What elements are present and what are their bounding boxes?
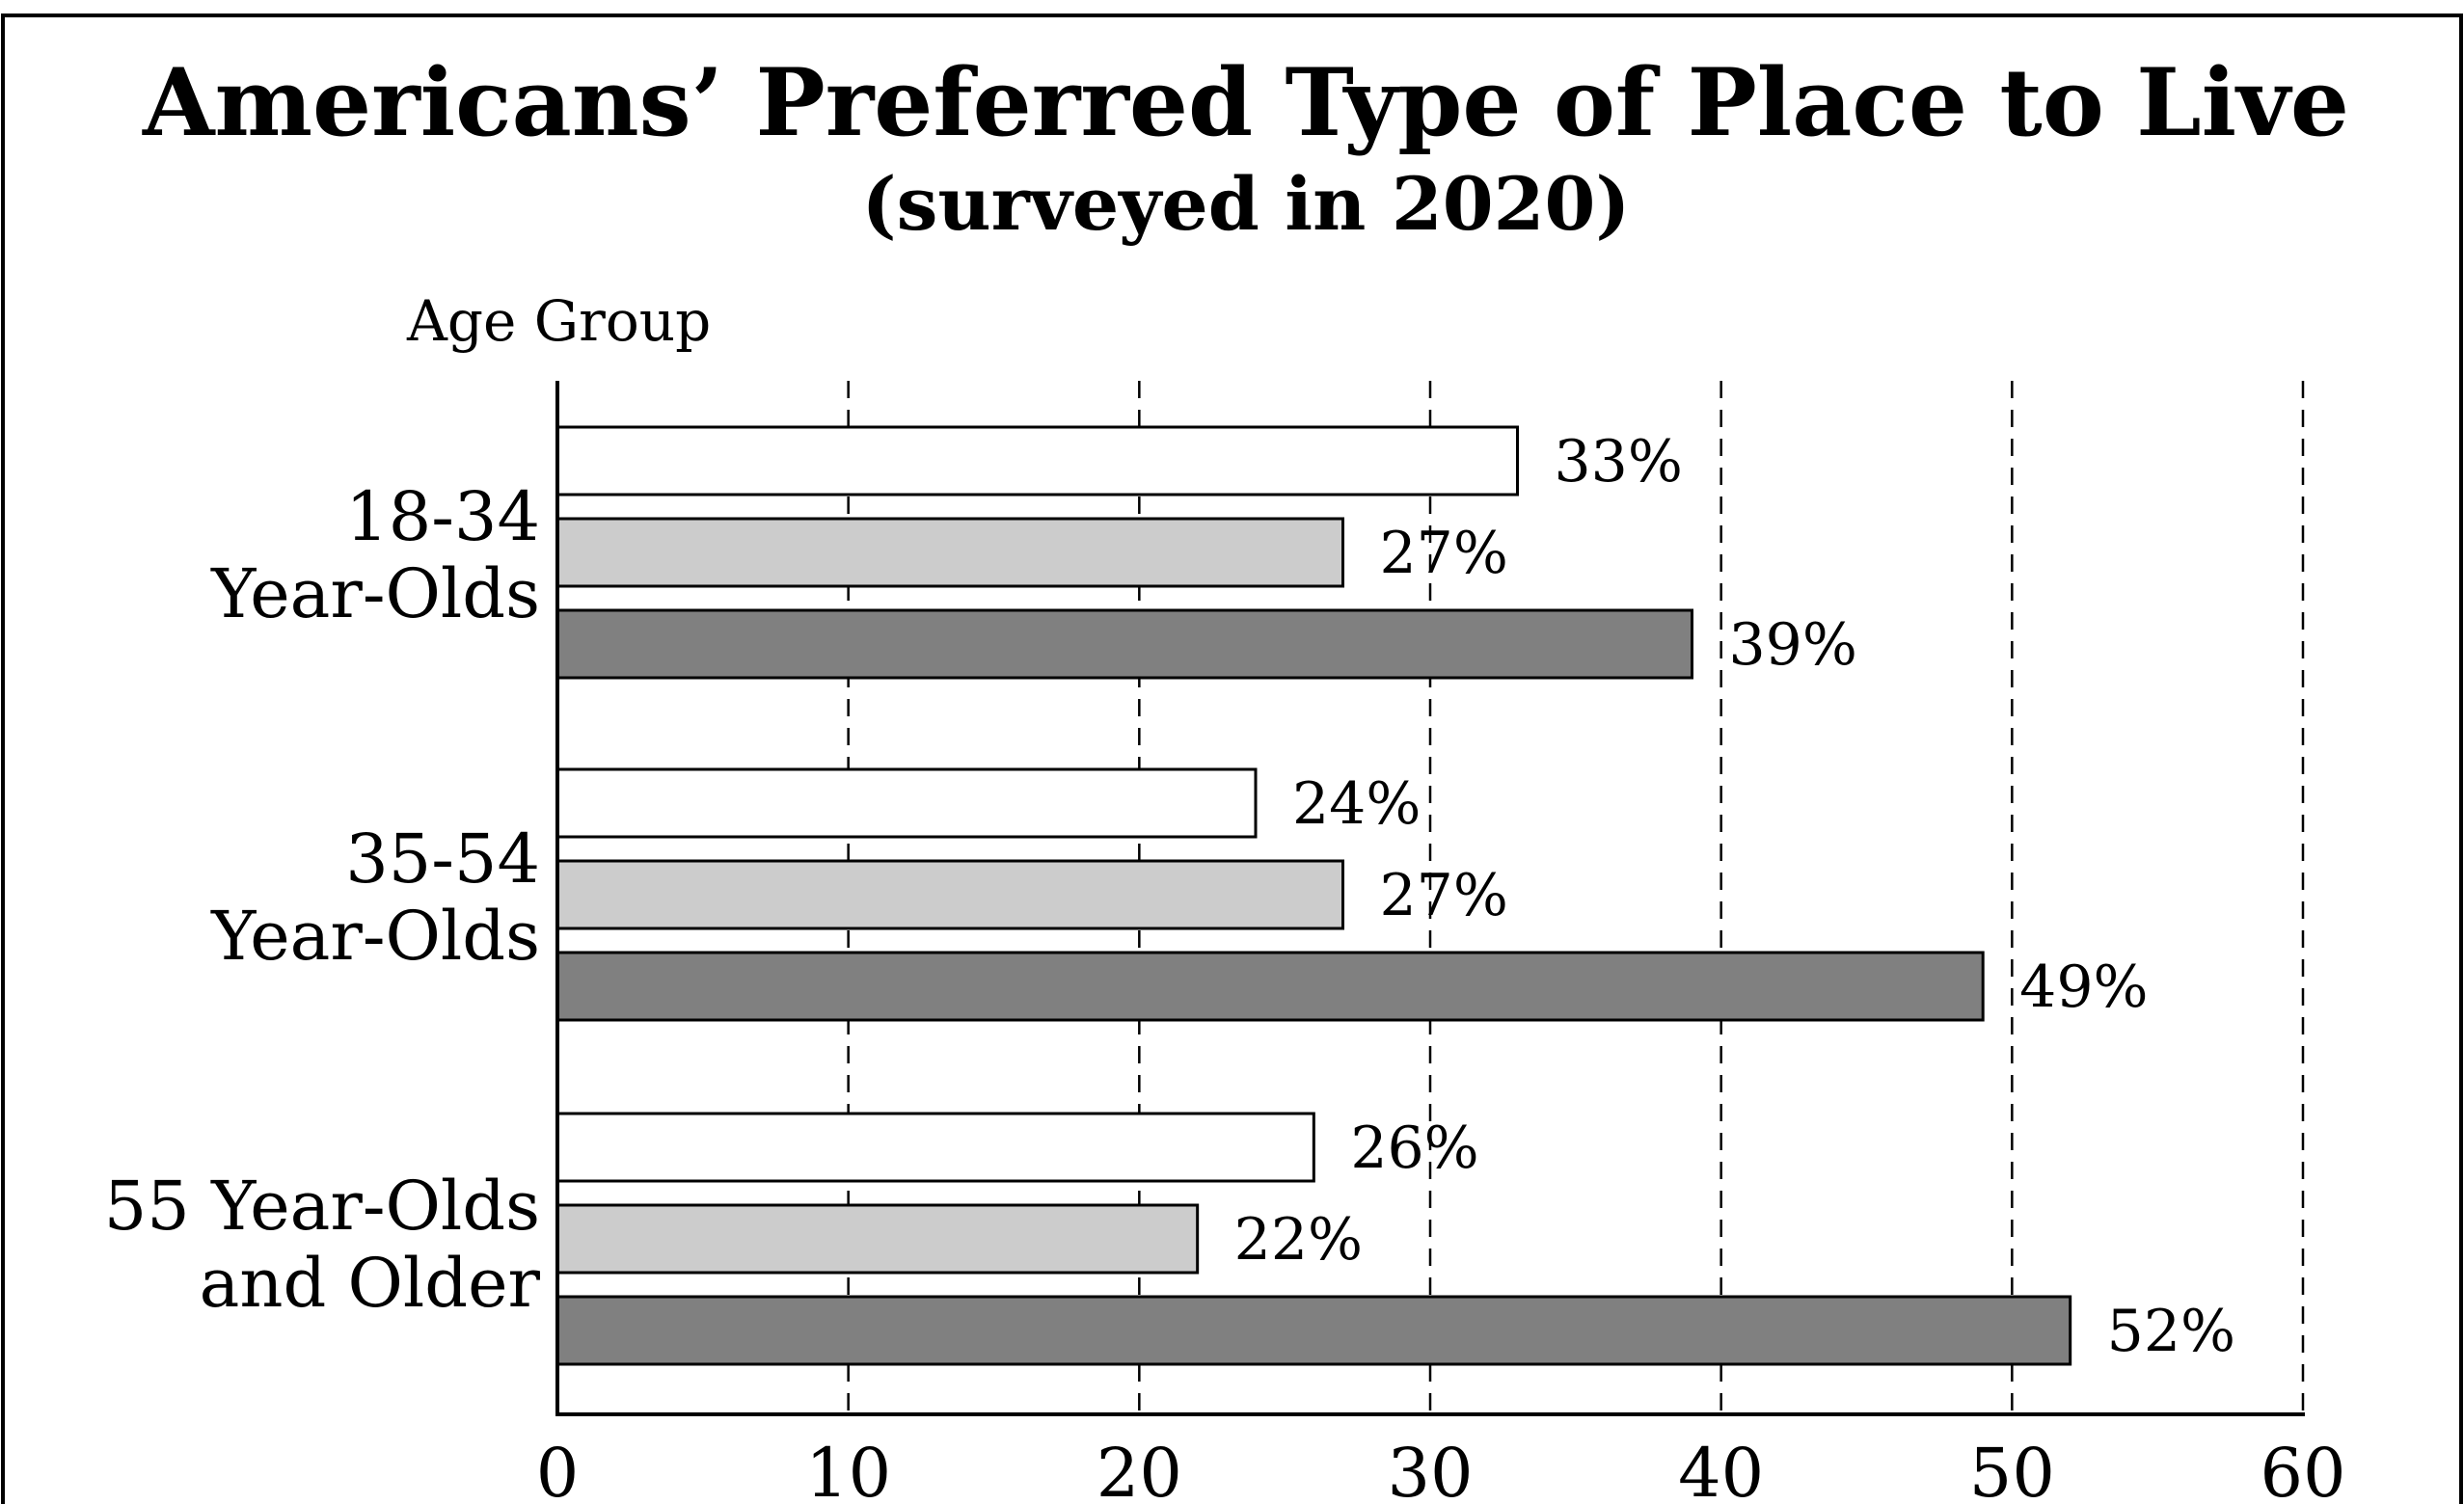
bar (555, 1295, 2072, 1366)
category-label: 35-54 (345, 819, 540, 899)
bar (555, 608, 1693, 680)
data-labels: 33% 24% 26% 27% 27% 22% 39% 49% 52% (1234, 428, 2235, 1365)
bar-value-label: 39% (1729, 611, 1857, 679)
bar (555, 1112, 1315, 1183)
bar (555, 1203, 1200, 1275)
x-tick-label: 20 (1097, 1434, 1182, 1504)
category-label: 18-34 (345, 477, 540, 556)
bar (555, 425, 1519, 497)
axes (555, 381, 2305, 1416)
x-tick-label: 50 (1969, 1434, 2055, 1504)
category-label: and Older (200, 1244, 541, 1323)
chart-title: Americans’ Preferred Type of Place to Li… (142, 48, 2349, 157)
x-tick-label: 10 (805, 1434, 891, 1504)
chart-border (1, 13, 2463, 1504)
x-tick-labels: 0 10 20 30 40 50 60 (536, 1434, 2346, 1504)
bar-value-label: 26% (1350, 1115, 1478, 1182)
bar-value-label: 52% (2107, 1298, 2235, 1365)
category-label: 55 Year-Olds (104, 1167, 540, 1246)
x-tick-label: 40 (1678, 1434, 1764, 1504)
bar-value-label: 24% (1292, 770, 1421, 838)
chart-subtitle: (surveyed in 2020) (862, 161, 1631, 247)
bars (555, 425, 2072, 1366)
bar (555, 517, 1344, 588)
bar-value-label: 33% (1555, 428, 1683, 496)
bar-value-label: 27% (1380, 862, 1508, 929)
bar (555, 951, 1985, 1022)
bar-value-label: 22% (1234, 1206, 1363, 1274)
category-label: Year-Olds (210, 897, 540, 976)
x-tick-label: 0 (536, 1434, 580, 1504)
category-label: Year-Olds (210, 554, 540, 633)
bar-value-label: 49% (2019, 953, 2148, 1021)
x-tick-label: 30 (1387, 1434, 1473, 1504)
bar (555, 859, 1344, 930)
bar-value-label: 27% (1380, 520, 1508, 587)
y-axis-title: Age Group (406, 288, 711, 354)
x-tick-label: 60 (2260, 1434, 2345, 1504)
bar (555, 767, 1258, 839)
